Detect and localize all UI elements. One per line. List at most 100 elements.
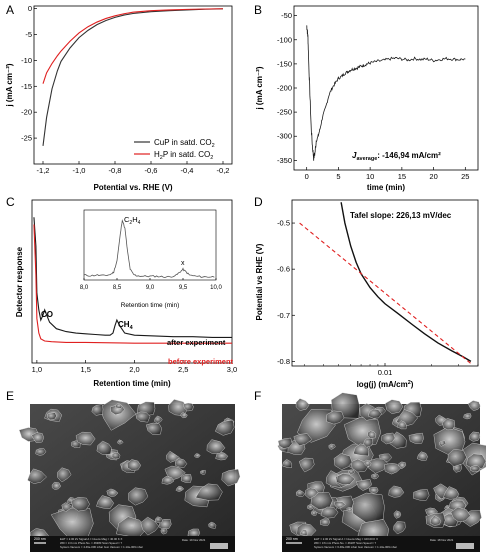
chart-a-x-tick-label: -1,0 bbox=[73, 166, 86, 175]
chart-a: -1,2 -1,0 -0,8 -0,6 -0,4 -0,2 0 -5 -10 -15 -20 -25… bbox=[5, 4, 233, 192]
sem-f-particle bbox=[304, 487, 319, 500]
chart-b-y-tick-label: -200 bbox=[277, 84, 292, 93]
chart-d-y-tick-label: -0.6 bbox=[277, 265, 290, 274]
sem-e-particle bbox=[96, 495, 115, 509]
sem-f-particle bbox=[439, 440, 447, 447]
chart-b-x-tick-label: 0 bbox=[305, 172, 309, 181]
sem-e-particle bbox=[145, 422, 162, 435]
sem-f-particle bbox=[429, 515, 442, 526]
sem-f-particle bbox=[298, 457, 315, 473]
chart-a-series-0 bbox=[42, 8, 224, 146]
sem-f-particle bbox=[333, 501, 346, 509]
sem-e-meta-2: WD = 3.3 mm Photo No. = 46380 Scan Speed… bbox=[60, 541, 123, 545]
sem-e-particle bbox=[115, 402, 123, 409]
chart-c-inset-x-label: Retention time (min) bbox=[121, 302, 180, 309]
chart-b-y-tick-label: -300 bbox=[277, 132, 292, 141]
chart-d-y-ticks: -0.5 -0.6 -0.7 -0.8 bbox=[277, 219, 295, 366]
chart-c-inset: 8,0 8,5 9,0 9,5 10,0 Retention time (min) C2… bbox=[80, 209, 222, 309]
sem-f-particle bbox=[388, 485, 405, 498]
chart-d-annotation-tafel: Tafel slope: 226,13 mV/dec bbox=[350, 211, 452, 220]
sem-e-particle bbox=[35, 448, 47, 456]
chart-c-y-label: Detector response bbox=[15, 246, 24, 317]
sem-e-particle bbox=[61, 502, 74, 513]
sem-e-particle bbox=[195, 483, 223, 501]
sem-e-particle bbox=[70, 496, 90, 512]
sem-e-particle bbox=[221, 468, 241, 487]
sem-f-particle bbox=[319, 518, 330, 526]
chart-a-y-tick-label: -20 bbox=[21, 108, 32, 117]
sem-f-particle bbox=[398, 461, 407, 470]
sem-e-particle bbox=[160, 527, 168, 535]
chart-c-inset-series-0 bbox=[83, 219, 215, 279]
sem-e-particle bbox=[166, 450, 180, 463]
chart-a-x-tick-label: -0,8 bbox=[109, 166, 122, 175]
sem-f-particle bbox=[450, 506, 471, 523]
sem-e-particle bbox=[140, 516, 160, 536]
panel-letter-e: E bbox=[6, 389, 14, 403]
panel-letter-d: D bbox=[254, 195, 263, 209]
panel-letter-c: C bbox=[6, 195, 15, 209]
chart-b-y-ticks: -50 -100 -150 -200 -250 -300 -350 bbox=[277, 11, 297, 165]
sem-e-particle bbox=[215, 451, 229, 461]
sem-e-particle bbox=[91, 404, 104, 416]
sem-f-particle bbox=[393, 510, 402, 519]
sem-f-particle bbox=[443, 486, 460, 500]
chart-b-annotation-average: Javerage: -146,94 mA/cm² bbox=[352, 151, 441, 162]
chart-d-y-tick-label: -0.7 bbox=[277, 311, 290, 320]
sem-f-particle bbox=[413, 489, 430, 501]
chart-b-y-tick-label: -50 bbox=[281, 11, 292, 20]
chart-b-x-ticks: 0 5 10 15 20 25 bbox=[305, 167, 469, 181]
chart-c-inset-x-tick-label: 10,0 bbox=[210, 285, 222, 291]
sem-f-particle bbox=[333, 453, 353, 470]
sem-f-particle bbox=[282, 459, 293, 468]
sem-f-particle bbox=[384, 463, 402, 475]
sem-f-scalebar-label: 200 nm bbox=[286, 537, 298, 541]
chart-b-y-tick-label: -250 bbox=[277, 108, 292, 117]
sem-f-particle bbox=[328, 443, 336, 450]
chart-a-y-tick-label: -15 bbox=[21, 82, 32, 91]
sem-e-particle bbox=[117, 439, 124, 445]
chart-a-x-tick-label: -0,2 bbox=[217, 166, 230, 175]
sem-e-meta-1: EHT = 2.00 kV Signal A = InLens Mag = 40… bbox=[60, 537, 123, 541]
chart-b-x-tick-label: 20 bbox=[429, 172, 437, 181]
chart-d-series bbox=[299, 202, 474, 366]
sem-f-particle bbox=[367, 430, 377, 439]
sem-e-particle bbox=[111, 452, 121, 460]
chart-c-inset-x-tick-label: 8,0 bbox=[80, 285, 89, 291]
sem-e-particle bbox=[106, 488, 119, 497]
panel-letter-b: B bbox=[254, 3, 262, 17]
chart-b-series bbox=[306, 25, 466, 161]
sem-f-particle bbox=[371, 473, 379, 480]
chart-c-inset-label-x: x bbox=[181, 260, 185, 267]
sem-f-info-bar bbox=[282, 536, 480, 552]
sem-e-particle bbox=[27, 468, 47, 484]
chart-c-inset-x-ticks: 8,0 8,5 9,0 9,5 10,0 bbox=[80, 278, 222, 291]
chart-b-x-tick-label: 15 bbox=[398, 172, 406, 181]
chart-a-x-ticks: -1,2 -1,0 -0,8 -0,6 -0,4 -0,2 bbox=[37, 161, 230, 175]
sem-f-particle bbox=[295, 398, 310, 411]
chart-d-series-1 bbox=[299, 222, 474, 366]
chart-c-frame bbox=[31, 199, 233, 364]
sem-e-particle bbox=[46, 412, 57, 421]
sem-e-particle bbox=[180, 473, 192, 483]
chart-c-label-after: after experiment bbox=[167, 338, 226, 347]
chart-a-x-tick-label: -0,6 bbox=[145, 166, 158, 175]
sem-f-particle bbox=[463, 413, 472, 420]
sem-e-particle bbox=[154, 516, 163, 524]
chart-a-x-label: Potential vs. RHE (V) bbox=[93, 183, 172, 192]
sem-e-particles bbox=[18, 399, 241, 545]
sem-f-particle bbox=[385, 399, 404, 414]
chart-c-label-before: before experiment bbox=[168, 357, 234, 366]
sem-f-particle bbox=[295, 489, 305, 497]
sem-e-particle bbox=[208, 521, 217, 529]
chart-d-y-tick-label: -0.8 bbox=[277, 357, 290, 366]
chart-b-y-tick-label: -350 bbox=[277, 156, 292, 165]
chart-a-legend-cup: CuP in satd. CO2 bbox=[154, 138, 215, 149]
chart-b-y-tick-label: -150 bbox=[277, 59, 292, 68]
chart-a-y-label: j (mA cm⁻²) bbox=[5, 63, 14, 107]
sem-f-particle bbox=[408, 432, 424, 444]
chart-b-y-label: j (mA cm⁻²) bbox=[255, 66, 264, 110]
sem-e-particle bbox=[215, 419, 235, 436]
chart-b-x-tick-label: 5 bbox=[336, 172, 340, 181]
